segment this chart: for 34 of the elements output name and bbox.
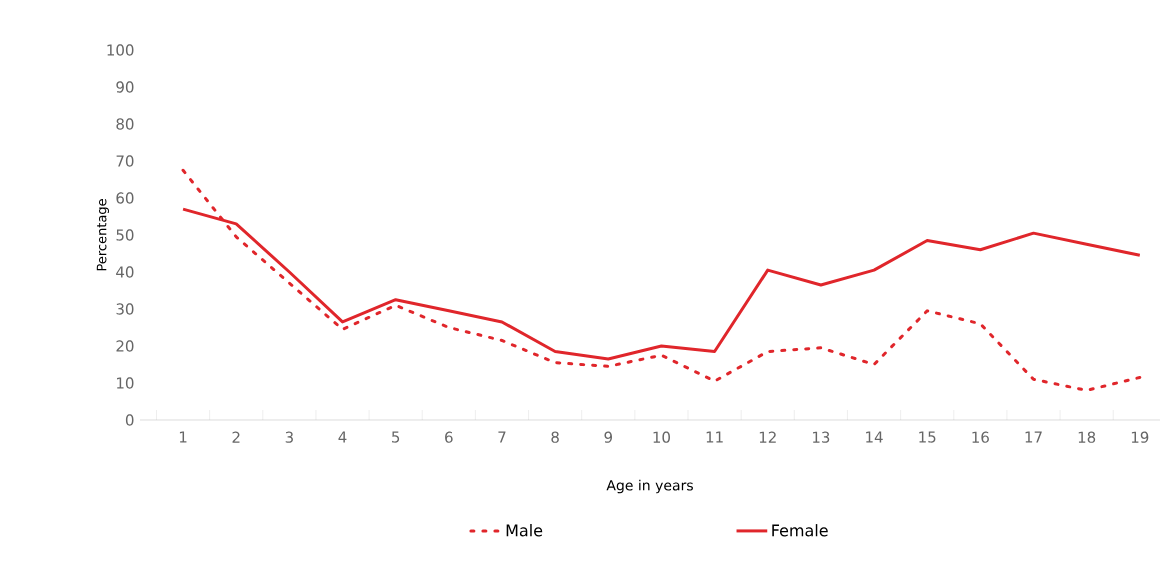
x-tick-label: 7 xyxy=(498,431,506,443)
x-tick-label: 2 xyxy=(232,431,240,443)
y-tick-label: 60 xyxy=(116,192,134,204)
x-tick-label: 15 xyxy=(919,431,936,443)
x-tick-label: 11 xyxy=(706,431,723,443)
x-tick-label: 13 xyxy=(812,431,830,443)
x-tick-label: 3 xyxy=(285,431,293,443)
y-tick-label: 40 xyxy=(116,266,134,278)
x-tick-label: 9 xyxy=(604,431,612,443)
x-tick-label: 6 xyxy=(445,431,453,443)
x-tick-label: 19 xyxy=(1131,431,1149,443)
x-tick-label: 8 xyxy=(551,431,559,443)
y-tick-label: 100 xyxy=(107,44,134,56)
y-tick-label: 90 xyxy=(116,81,134,93)
x-tick-label: 5 xyxy=(392,431,400,443)
x-tick-label: 17 xyxy=(1025,431,1042,443)
legend-label: Male xyxy=(506,524,543,537)
y-tick-label: 80 xyxy=(116,118,134,130)
x-tick-label: 14 xyxy=(866,431,883,443)
y-tick-label: 70 xyxy=(116,155,134,167)
y-tick-label: 50 xyxy=(116,229,134,241)
x-axis-title: Age in years xyxy=(606,479,693,494)
y-axis-title: Percentage xyxy=(96,199,109,271)
x-tick-label: 12 xyxy=(759,431,776,443)
x-tick-label: 10 xyxy=(653,431,670,443)
x-tick-label: 16 xyxy=(972,431,989,443)
y-tick-label: 20 xyxy=(116,340,134,352)
y-tick-label: 0 xyxy=(125,414,134,426)
x-tick-label: 18 xyxy=(1078,431,1096,443)
y-tick-label: 30 xyxy=(116,303,134,315)
legend-label: Female xyxy=(772,524,828,537)
x-tick-label: 4 xyxy=(338,431,347,443)
x-tick-label: 1 xyxy=(179,431,187,443)
y-tick-label: 10 xyxy=(117,377,134,389)
